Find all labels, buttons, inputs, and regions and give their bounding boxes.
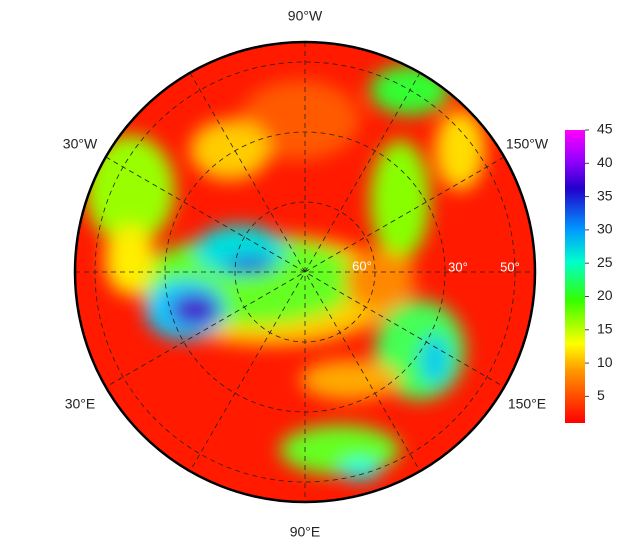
colorbar-tick-label: 15 — [597, 320, 613, 336]
latitude-label: 60° — [352, 258, 372, 273]
longitude-label: 90°W — [288, 8, 323, 24]
longitude-label: 150°E — [508, 396, 546, 412]
longitude-label: 90°E — [290, 524, 321, 540]
longitude-label: 150°W — [506, 136, 549, 152]
colorbar-tick-label: 10 — [597, 354, 613, 370]
latitude-label: 50° — [500, 259, 520, 274]
latitude-label: 30° — [448, 259, 468, 274]
colorbar-tick-label: 35 — [597, 187, 613, 203]
colorbar — [565, 130, 585, 423]
colorbar-tick-label: 20 — [597, 287, 613, 303]
map-border — [73, 40, 537, 504]
longitude-label: 30°E — [65, 396, 96, 412]
longitude-label: 30°W — [63, 136, 98, 152]
field — [75, 42, 535, 502]
colorbar-tick-label: 40 — [597, 154, 613, 170]
colorbar-tick-label: 5 — [597, 387, 605, 403]
colorbar-tick-label: 45 — [597, 121, 613, 137]
meridian — [105, 156, 505, 388]
graticule — [75, 42, 535, 502]
colorbar-tick-label: 30 — [597, 221, 613, 237]
colorbar-tick-label: 25 — [597, 254, 613, 270]
